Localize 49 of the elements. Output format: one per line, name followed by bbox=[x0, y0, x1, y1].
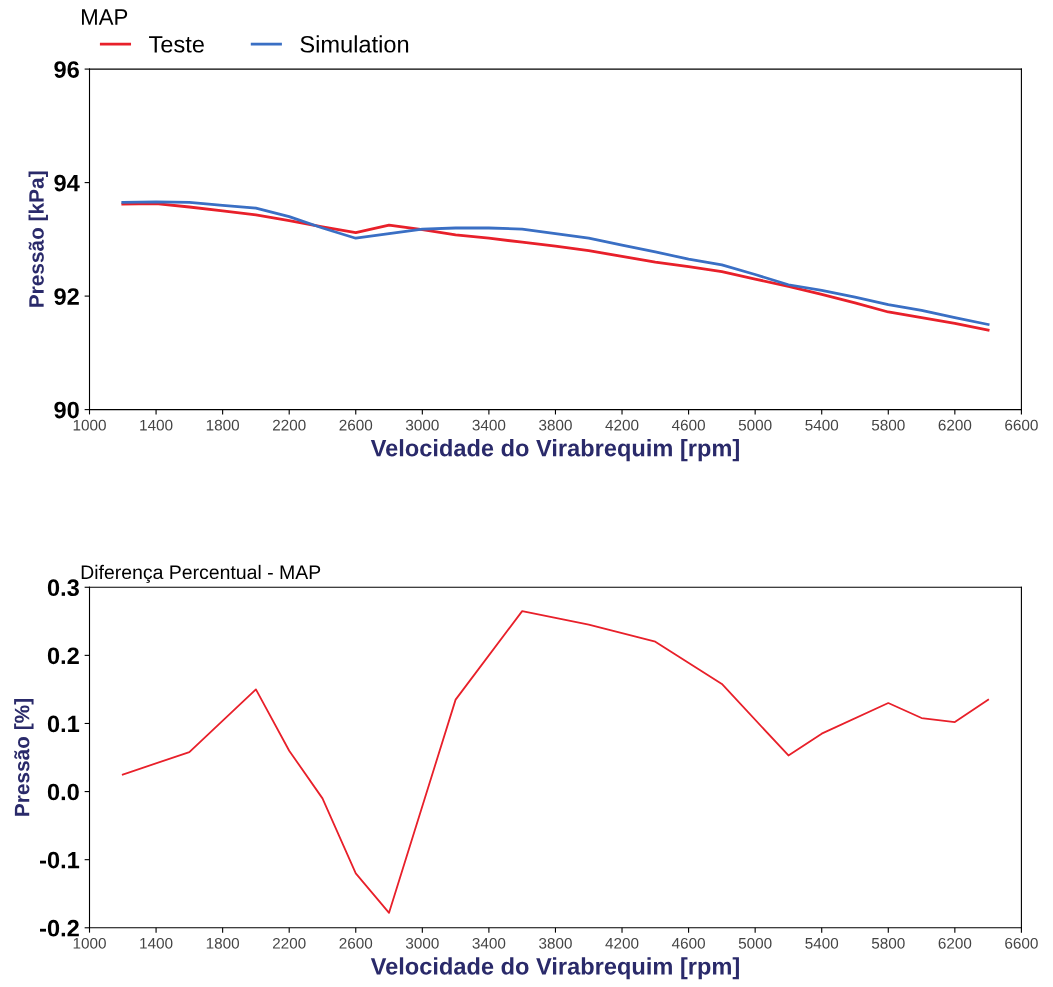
x-tick-label: 1400 bbox=[140, 419, 173, 431]
x-tick-label: 5800 bbox=[871, 419, 905, 431]
x-tick-label: 6200 bbox=[938, 419, 972, 431]
x-tick-label: 3800 bbox=[539, 419, 572, 431]
x-tick-label: 3000 bbox=[405, 937, 439, 949]
y-tick-label: 90 bbox=[54, 401, 79, 419]
x-tick-label: 6600 bbox=[1005, 419, 1038, 431]
y-tick-label: -0.2 bbox=[40, 919, 79, 937]
x-tick-label: 5000 bbox=[738, 419, 772, 431]
x-tick-label: 3400 bbox=[472, 419, 506, 431]
y-axis-title: Pressão [%] bbox=[14, 699, 34, 816]
x-tick-label: 1800 bbox=[206, 419, 240, 431]
x-tick-label: 4600 bbox=[671, 419, 705, 431]
x-axis-title: Velocidade do Virabrequim [rpm] bbox=[370, 957, 739, 980]
x-tick-label: 2200 bbox=[272, 937, 306, 949]
x-tick-label: 6600 bbox=[1005, 937, 1038, 949]
y-tick-label: 0.2 bbox=[47, 647, 79, 665]
x-tick-label: 4200 bbox=[605, 419, 639, 431]
x-tick-label: 1000 bbox=[73, 937, 106, 949]
x-tick-label: 5400 bbox=[805, 419, 839, 431]
x-tick-label: 5800 bbox=[871, 937, 905, 949]
y-tick-label: -0.1 bbox=[40, 851, 80, 869]
x-tick-label: 6200 bbox=[938, 937, 972, 949]
x-tick-label: 3000 bbox=[405, 419, 439, 431]
y-tick-label: 96 bbox=[54, 61, 79, 78]
line-series bbox=[121, 610, 990, 914]
y-tick-label: 0.3 bbox=[47, 579, 79, 597]
x-tick-label: 4600 bbox=[671, 937, 705, 949]
y-tick-label: 0.0 bbox=[47, 783, 79, 801]
x-tick-label: 2600 bbox=[339, 419, 373, 431]
y-tick-label: 0.1 bbox=[47, 715, 80, 733]
chart-title: Diferença Percentual - MAP bbox=[81, 564, 321, 584]
x-tick-label: 3400 bbox=[472, 937, 506, 949]
x-tick-label: 4200 bbox=[605, 937, 639, 949]
y-axis-title: Pressão [kPa] bbox=[28, 171, 48, 307]
x-tick-label: 3800 bbox=[539, 937, 572, 949]
y-tick-label: 92 bbox=[54, 288, 79, 305]
x-tick-label: 1000 bbox=[73, 419, 106, 431]
legend-label: Teste bbox=[149, 36, 204, 53]
x-tick-label: 5400 bbox=[805, 937, 839, 949]
x-tick-label: 1800 bbox=[206, 937, 240, 949]
chart-title: MAP bbox=[82, 9, 128, 25]
x-tick-label: 2600 bbox=[339, 937, 373, 949]
y-tick-label: 94 bbox=[54, 174, 80, 192]
x-tick-label: 5000 bbox=[738, 937, 772, 949]
x-tick-label: 1400 bbox=[140, 937, 173, 949]
x-axis-title: Velocidade do Virabrequim [rpm] bbox=[370, 439, 739, 462]
x-tick-label: 2200 bbox=[272, 419, 306, 431]
legend-label: Simulation bbox=[300, 35, 409, 53]
